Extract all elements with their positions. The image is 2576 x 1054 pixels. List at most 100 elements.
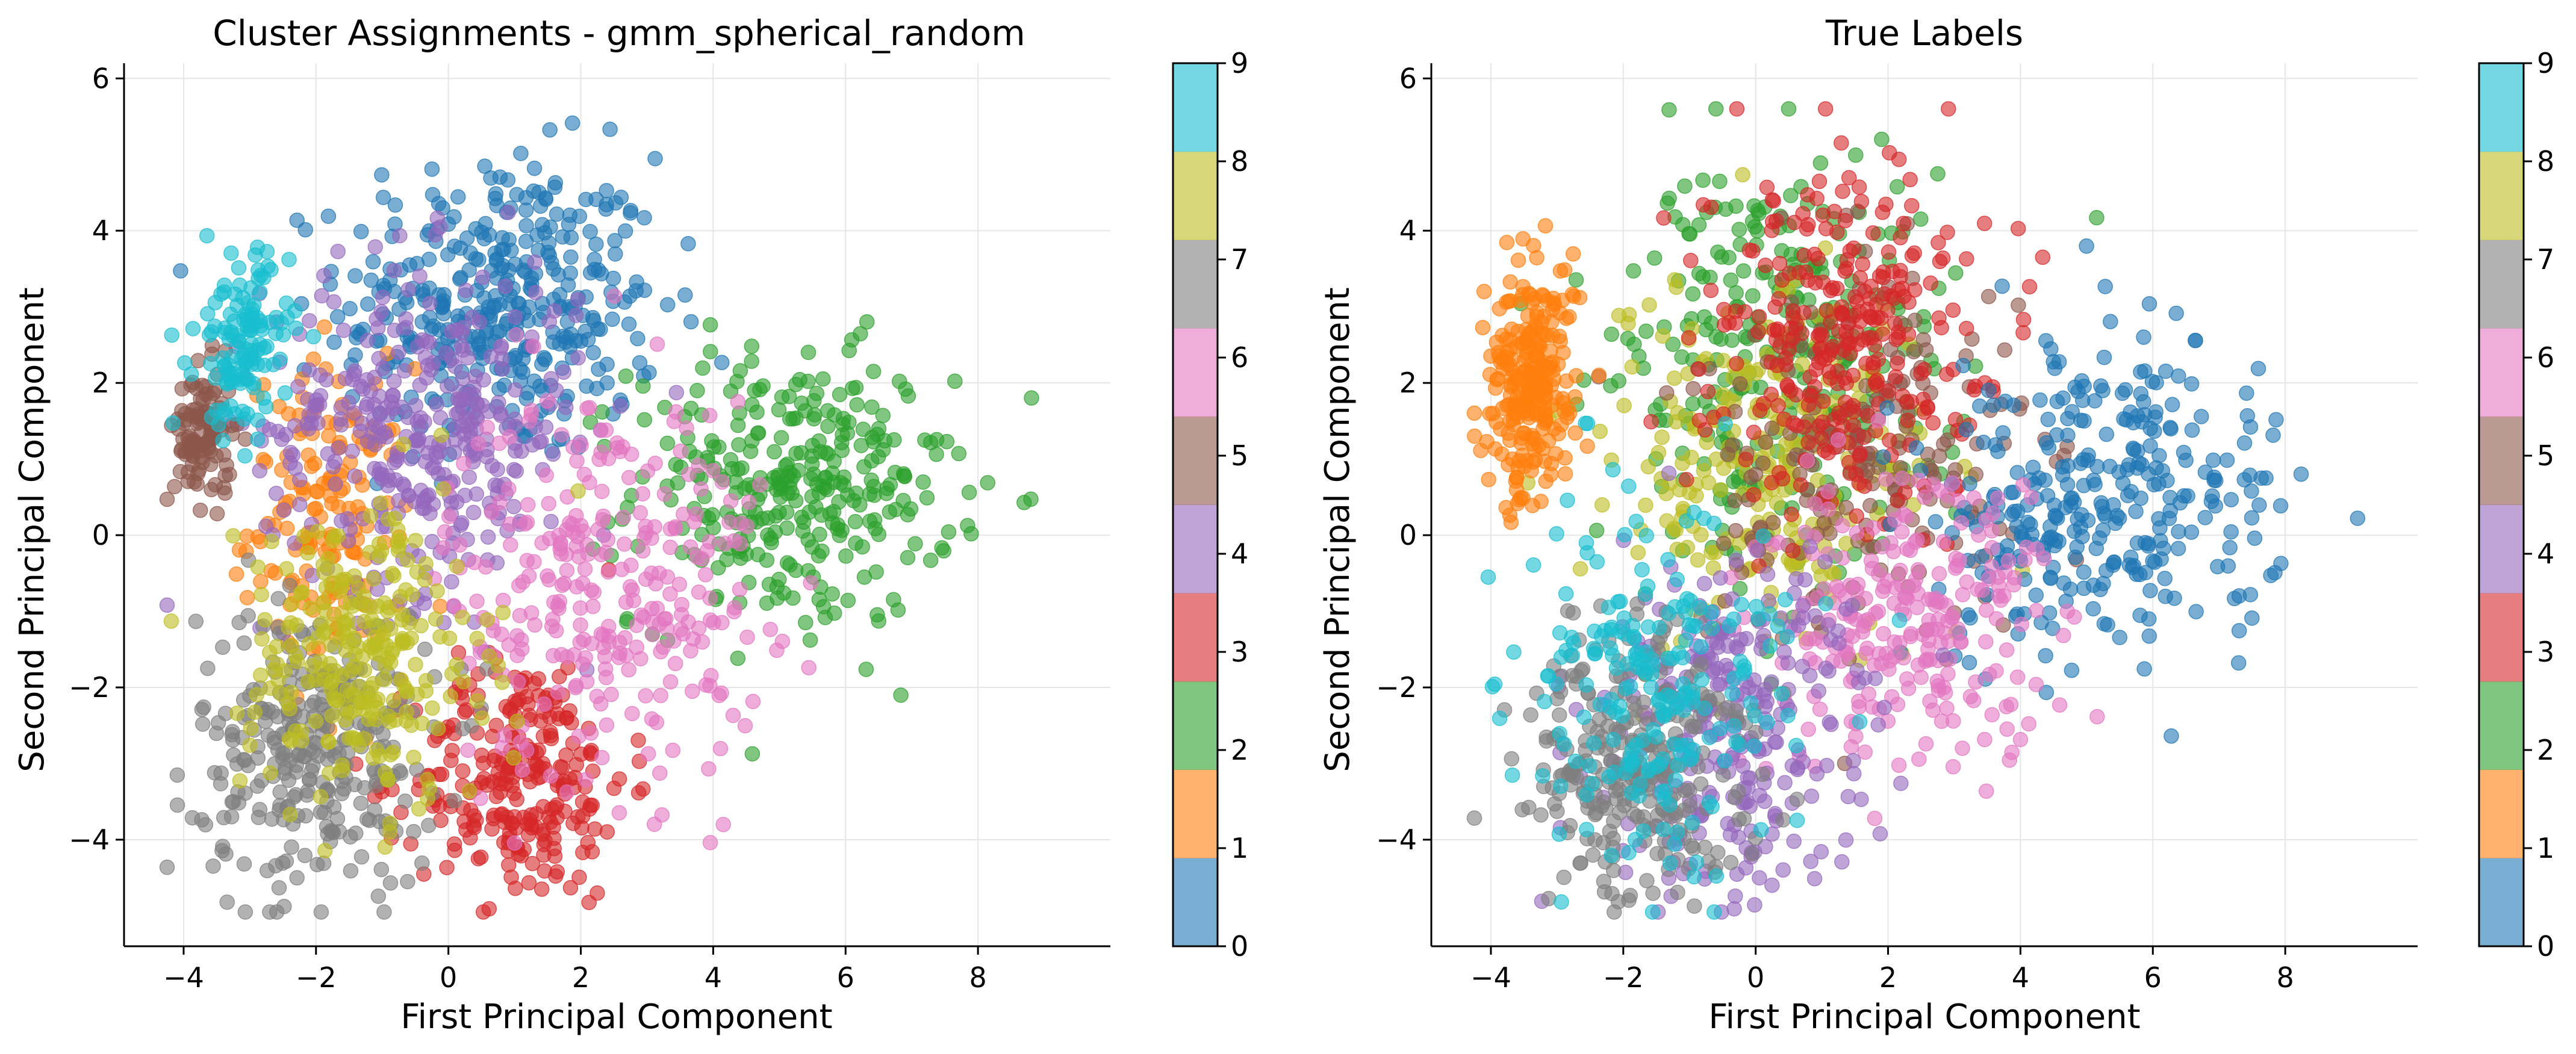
scatter-point	[2009, 669, 2026, 685]
scatter-point	[461, 783, 478, 799]
scatter-point	[2011, 297, 2026, 313]
scatter-point	[2151, 476, 2167, 492]
scatter-point	[1953, 515, 1969, 531]
scatter-point	[1602, 823, 1618, 839]
scatter-point	[1675, 217, 1691, 232]
scatter-point	[1746, 424, 1762, 441]
scatter-point	[1671, 645, 1687, 661]
scatter-point	[217, 485, 233, 501]
scatter-point	[1616, 397, 1632, 414]
scatter-point	[2098, 426, 2115, 442]
scatter-point	[586, 252, 602, 267]
scatter-point	[640, 746, 656, 761]
scatter-point	[2038, 435, 2055, 451]
scatter-point	[1800, 187, 1815, 203]
scatter-point	[2000, 553, 2017, 569]
scatter-point	[732, 581, 748, 598]
scatter-point	[1714, 705, 1730, 722]
scatter-point	[649, 601, 665, 616]
scatter-point	[513, 146, 529, 161]
scatter-point	[2003, 696, 2019, 713]
scatter-point	[359, 332, 375, 349]
scatter-point	[325, 825, 341, 840]
scatter-point	[762, 621, 779, 637]
scatter-point	[1838, 324, 1854, 340]
scatter-point	[1845, 398, 1861, 414]
scatter-point	[1771, 465, 1787, 480]
scatter-point	[809, 385, 825, 401]
scatter-point	[602, 122, 618, 137]
scatter-point	[387, 197, 403, 213]
scatter-point	[1789, 792, 1805, 807]
scatter-point	[1691, 361, 1706, 377]
scatter-point	[1893, 230, 1908, 246]
scatter-point	[1746, 738, 1762, 754]
scatter-point	[2137, 363, 2153, 379]
scatter-point	[730, 650, 746, 666]
scatter-point	[1829, 578, 1844, 595]
scatter-point	[353, 849, 370, 865]
scatter-point	[961, 485, 977, 500]
scatter-point	[1865, 520, 1881, 536]
scatter-point	[337, 370, 353, 386]
scatter-point	[506, 750, 521, 766]
scatter-point	[656, 486, 673, 502]
scatter-point	[1695, 172, 1711, 188]
scatter-point	[223, 365, 238, 381]
scatter-point	[296, 529, 312, 544]
scatter-point	[474, 397, 490, 414]
scatter-point	[275, 751, 291, 766]
scatter-point	[447, 358, 463, 374]
scatter-point	[1802, 539, 1818, 554]
scatter-point	[2171, 524, 2186, 539]
scatter-point	[276, 502, 292, 518]
scatter-point	[1906, 245, 1922, 261]
scatter-point	[1669, 279, 1684, 295]
scatter-point	[288, 617, 304, 633]
scatter-point	[1825, 338, 1841, 355]
scatter-point	[185, 321, 201, 336]
x-tick-label: 4	[705, 961, 722, 994]
scatter-point	[547, 175, 564, 191]
scatter-point	[1751, 309, 1767, 324]
scatter-point	[314, 288, 330, 304]
scatter-point	[1696, 575, 1713, 592]
scatter-point	[594, 483, 610, 500]
scatter-point	[1940, 225, 1955, 240]
scatter-point	[209, 506, 225, 522]
scatter-point	[538, 467, 554, 483]
scatter-point	[1638, 528, 1654, 544]
scatter-point	[1758, 434, 1773, 450]
scatter-point	[277, 385, 293, 401]
scatter-point	[624, 705, 640, 722]
scatter-point	[644, 530, 659, 546]
scatter-point	[416, 492, 432, 507]
colorbar-segment	[1173, 240, 1218, 329]
scatter-point	[947, 373, 963, 389]
scatter-point	[1933, 594, 1949, 610]
scatter-point	[2018, 539, 2035, 556]
scatter-point	[2183, 524, 2200, 540]
scatter-point	[422, 780, 437, 796]
scatter-point	[1840, 789, 1856, 805]
scatter-point	[268, 858, 284, 873]
scatter-point	[1966, 490, 1982, 506]
scatter-point	[1720, 638, 1736, 654]
x-tick-label: 0	[440, 961, 457, 994]
scatter-point	[2089, 708, 2105, 725]
scatter-point	[2203, 494, 2220, 509]
scatter-point	[460, 742, 476, 758]
scatter-point	[270, 708, 285, 725]
scatter-point	[795, 523, 811, 539]
scatter-point	[1605, 462, 1621, 478]
scatter-point	[1923, 275, 1938, 291]
scatter-point	[223, 808, 240, 825]
scatter-point	[1756, 793, 1773, 809]
scatter-point	[636, 609, 652, 625]
scatter-point	[1770, 323, 1785, 339]
scatter-point	[1803, 788, 1820, 804]
scatter-point	[1549, 690, 1565, 707]
scatter-point	[435, 481, 452, 497]
scatter-point	[1723, 855, 1739, 870]
scatter-point	[552, 287, 568, 303]
